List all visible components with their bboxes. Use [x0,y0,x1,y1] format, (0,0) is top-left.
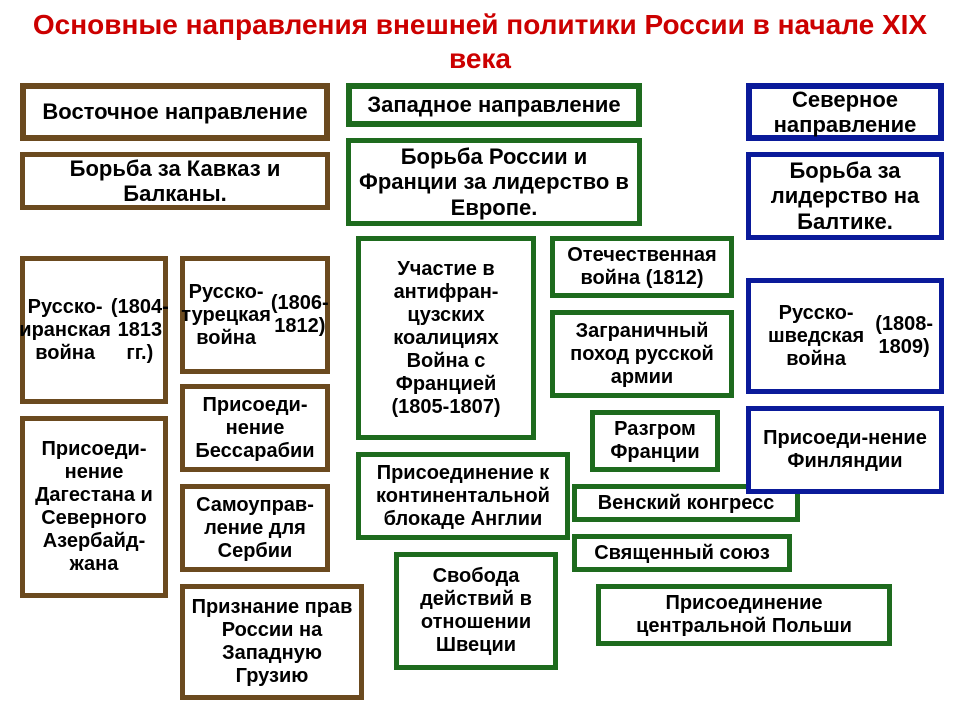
box-east-header: Восточное направление [20,83,330,141]
box-west-sub: Борьба России и Франции за лидерство в Е… [346,138,642,226]
box-sweden-free: Свобода действий в отношении Швеции [394,552,558,670]
box-finland: Присоеди-нение Финляндии [746,406,944,494]
box-east-sub: Борьба за Кавказ и Балканы. [20,152,330,210]
box-dagestan: Присоеди-нение Дагестана и Северного Азе… [20,416,168,598]
box-poland: Присоединение центральной Польши [596,584,892,646]
box-russo-swed: Русско-шведская война(1808-1809) [746,278,944,394]
page-title: Основные направления внешней политики Ро… [0,0,960,79]
box-russo-turk: Русско-турецкая война(1806-1812) [180,256,330,374]
box-russo-iran: Русско-иранская война(1804-1813 гг.) [20,256,168,404]
box-north-sub: Борьба за лидерство на Балтике. [746,152,944,240]
box-blockade: Присоединение к континентальной блокаде … [356,452,570,540]
box-france-defeat: Разгром Франции [590,410,720,472]
box-west-header: Западное направление [346,83,642,127]
box-north-header: Северное направление [746,83,944,141]
box-georgia: Признание прав России на Западную Грузию [180,584,364,700]
box-war1812: Отечественная война (1812) [550,236,734,298]
box-coalitions: Участие в антифран-цузских коалициях Вой… [356,236,536,440]
box-serbia: Самоуправ-ление для Сербии [180,484,330,572]
box-foreign-campaign: Заграничный поход русской армии [550,310,734,398]
box-holy-alliance: Священный союз [572,534,792,572]
box-bessarabia: Присоеди-нение Бессарабии [180,384,330,472]
